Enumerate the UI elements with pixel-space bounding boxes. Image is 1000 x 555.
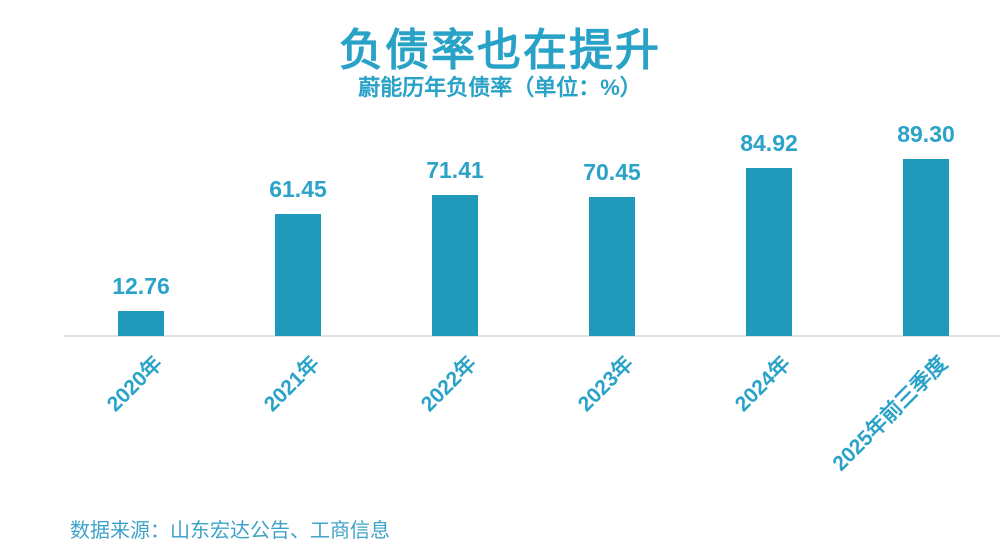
bar-value-label: 70.45	[583, 159, 641, 185]
data-source-note: 数据来源：山东宏达公告、工商信息	[70, 520, 390, 542]
bar-value-label: 12.76	[112, 273, 170, 299]
x-axis-label: 2022年	[417, 352, 482, 417]
bar	[275, 214, 321, 336]
bar	[903, 159, 949, 336]
x-axis-label: 2025年前三季度	[828, 352, 953, 476]
bar	[432, 195, 478, 336]
x-axis-label: 2020年	[103, 352, 168, 417]
x-axis-label: 2024年	[731, 352, 796, 417]
x-axis-label: 2021年	[260, 352, 325, 417]
bar-value-label: 61.45	[269, 176, 327, 202]
bar-value-label: 89.30	[897, 121, 955, 147]
x-axis-label: 2023年	[574, 352, 639, 417]
bar-value-label: 84.92	[740, 130, 798, 156]
chart-title: 负债率也在提升	[339, 26, 661, 75]
bar-value-label: 71.41	[426, 157, 484, 183]
bar	[118, 311, 164, 336]
bar	[589, 197, 635, 336]
bar	[746, 168, 792, 336]
x-axis-line	[64, 335, 1000, 337]
chart-subtitle: 蔚能历年负债率（单位：%）	[358, 75, 642, 100]
